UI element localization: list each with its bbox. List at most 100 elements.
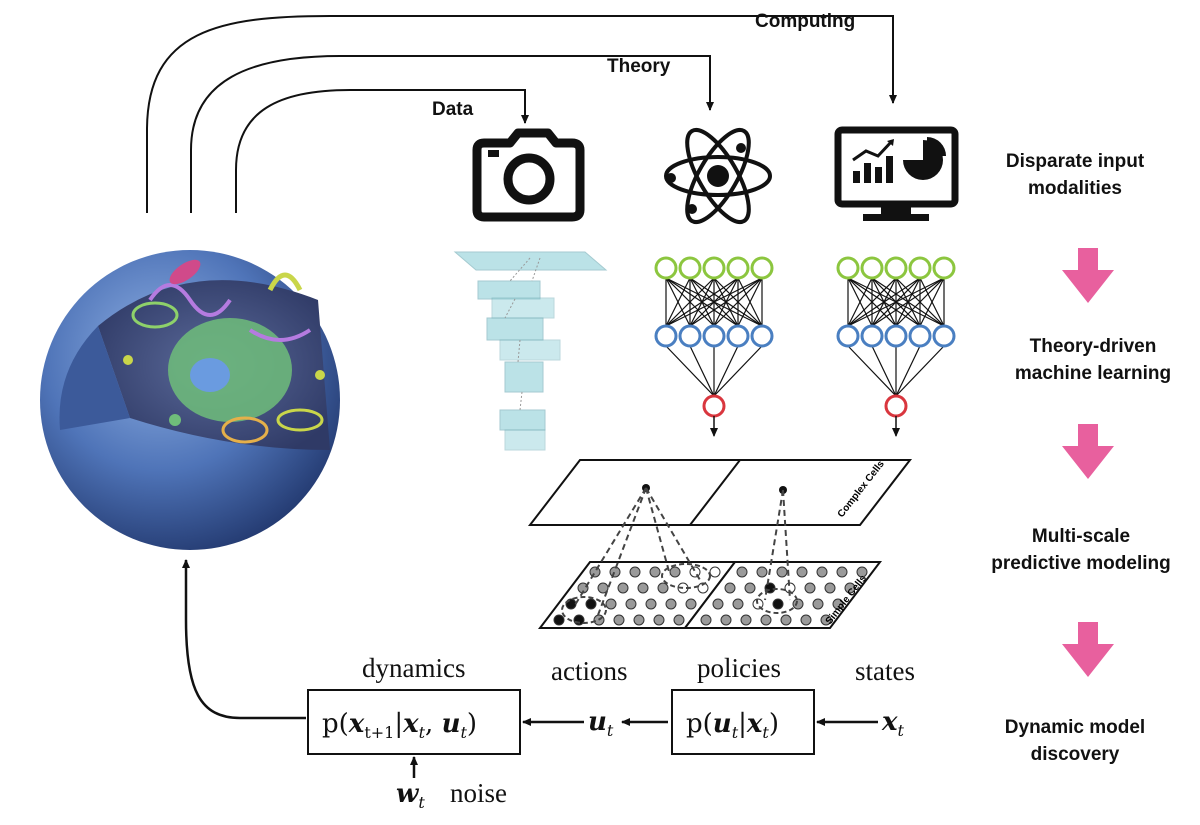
simple-cell-dot bbox=[712, 598, 724, 610]
nn-input-node bbox=[932, 256, 956, 280]
simple-cell-dot bbox=[760, 614, 772, 626]
nn-edge bbox=[665, 277, 739, 327]
policies-box bbox=[671, 689, 815, 755]
simple-cell-dot bbox=[724, 582, 736, 594]
simple-cell-dot bbox=[697, 582, 709, 594]
nn-hidden-node bbox=[932, 324, 956, 348]
simple-cell-dot bbox=[844, 582, 856, 594]
nn-input-node bbox=[750, 256, 774, 280]
data-label: Data bbox=[432, 99, 474, 120]
simple-cells-layer: Simple Cells bbox=[537, 487, 883, 629]
simple-cell-dot bbox=[700, 614, 712, 626]
cell-illustration bbox=[40, 250, 340, 550]
simple-cell-dot bbox=[637, 582, 649, 594]
simple-cell-dot bbox=[796, 566, 808, 578]
simple-cell-dot bbox=[832, 598, 844, 610]
simple-cell-dot bbox=[744, 582, 756, 594]
state-symbol: xt bbox=[881, 707, 905, 740]
stage-arrow-1 bbox=[1062, 248, 1114, 303]
nn-edge bbox=[871, 277, 945, 327]
control-loop: dynamics actions policies states p(xt+1|… bbox=[182, 559, 915, 812]
monitor-chart-icon bbox=[834, 126, 959, 221]
simple-cell-dot bbox=[732, 598, 744, 610]
simple-cell-dot bbox=[776, 566, 788, 578]
atom-icon bbox=[664, 127, 772, 225]
simple-cell-dot bbox=[685, 598, 697, 610]
simple-cell-dot bbox=[617, 582, 629, 594]
simple-cell-dot bbox=[772, 598, 784, 610]
nn-hidden-node bbox=[678, 324, 702, 348]
nn-input-node bbox=[726, 256, 750, 280]
nn-edge bbox=[847, 277, 873, 327]
neural-network-computing bbox=[836, 256, 956, 437]
stage-multiscale-modeling: Multi-scale predictive modeling bbox=[991, 526, 1171, 574]
simple-cell-dot bbox=[740, 614, 752, 626]
simple-cell-dot bbox=[589, 566, 601, 578]
simple-cell-dot bbox=[613, 614, 625, 626]
states-label: states bbox=[855, 656, 915, 686]
simple-cell-dot bbox=[645, 598, 657, 610]
simple-cell-dot bbox=[816, 566, 828, 578]
noise-symbol: wt bbox=[396, 779, 425, 812]
action-symbol: ut bbox=[588, 707, 614, 740]
computing-arrow bbox=[146, 15, 897, 213]
simple-cell-dot bbox=[824, 582, 836, 594]
nn-edge bbox=[919, 277, 945, 327]
simple-cell-dot bbox=[812, 598, 824, 610]
simple-cell-dot bbox=[605, 598, 617, 610]
nn-hidden-node bbox=[750, 324, 774, 348]
nn-hidden-node bbox=[884, 324, 908, 348]
nn-edge bbox=[713, 345, 739, 397]
stage-input-modalities: Disparate input modalities bbox=[1005, 151, 1145, 199]
nn-edge bbox=[689, 345, 715, 397]
simple-cell-dot bbox=[756, 566, 768, 578]
nn-edge bbox=[665, 277, 715, 327]
simple-cell-dot bbox=[665, 598, 677, 610]
simple-cell-dot bbox=[780, 614, 792, 626]
nn-edge bbox=[847, 277, 921, 327]
theory-arrow bbox=[190, 55, 714, 213]
computing-label: Computing bbox=[755, 11, 855, 32]
nn-hidden-node bbox=[908, 324, 932, 348]
simple-cell-dot bbox=[792, 598, 804, 610]
simple-cell-dot bbox=[800, 614, 812, 626]
nn-edge bbox=[895, 345, 945, 397]
nn-edge bbox=[665, 277, 691, 327]
simple-cell-dot bbox=[597, 582, 609, 594]
actions-label: actions bbox=[551, 656, 627, 686]
simple-cell-dot bbox=[673, 614, 685, 626]
nn-edge bbox=[895, 345, 921, 397]
simple-cell-dots bbox=[553, 566, 868, 626]
nn-input-node bbox=[678, 256, 702, 280]
simple-cell-dot bbox=[633, 614, 645, 626]
simple-cell-dot bbox=[609, 566, 621, 578]
nn-input-node bbox=[702, 256, 726, 280]
nn-hidden-node bbox=[836, 324, 860, 348]
simple-cell-dot bbox=[653, 614, 665, 626]
simple-cell-dot bbox=[585, 598, 597, 610]
nn-edge bbox=[847, 345, 897, 397]
nn-input-node bbox=[860, 256, 884, 280]
nn-edge bbox=[847, 277, 945, 327]
nn-input-node bbox=[908, 256, 932, 280]
stage-arrow-2 bbox=[1062, 424, 1114, 479]
simple-cell-dot bbox=[709, 566, 721, 578]
nn-hidden-node bbox=[860, 324, 884, 348]
nn-edge bbox=[871, 345, 897, 397]
policies-label: policies bbox=[697, 653, 781, 683]
dynamics-label: dynamics bbox=[362, 653, 465, 683]
simple-cell-dot bbox=[820, 614, 832, 626]
stage-dynamic-model-discovery: Dynamic model discovery bbox=[1004, 717, 1146, 765]
nn-output-node bbox=[702, 394, 726, 418]
nn-edge bbox=[713, 277, 763, 327]
nn-hidden-node bbox=[654, 324, 678, 348]
theory-label: Theory bbox=[607, 56, 671, 77]
simple-cell-dot bbox=[669, 566, 681, 578]
stage-theory-driven-ml: Theory-driven machine learning bbox=[1014, 336, 1172, 384]
complex-cells-layer: Complex Cells bbox=[527, 458, 913, 526]
stage-arrow-3 bbox=[1062, 622, 1114, 677]
neural-network-theory bbox=[654, 256, 774, 437]
nn-input-node bbox=[884, 256, 908, 280]
nn-input-node bbox=[654, 256, 678, 280]
